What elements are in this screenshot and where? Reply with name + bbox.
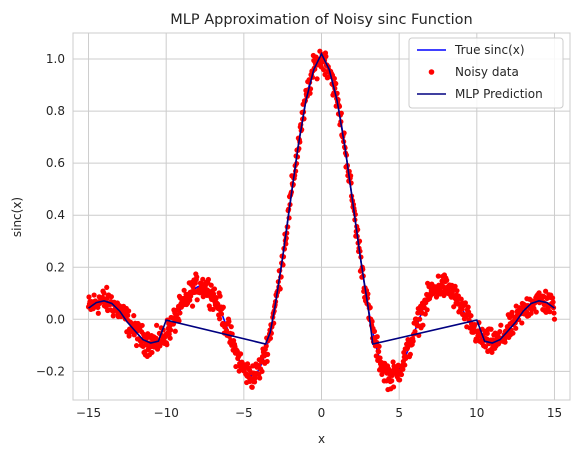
noisy-data-point [488, 327, 493, 332]
x-tick-label: 15 [547, 406, 562, 420]
noisy-data-point [377, 355, 382, 360]
noisy-data-point [513, 326, 518, 331]
noisy-data-point [510, 331, 515, 336]
noisy-data-point [498, 323, 503, 328]
noisy-data-point [391, 384, 396, 389]
noisy-data-point [425, 307, 430, 312]
noisy-data-point [265, 352, 270, 357]
noisy-data-point [131, 313, 136, 318]
noisy-data-point [519, 320, 524, 325]
noisy-data-point [168, 327, 173, 332]
noisy-data-point [86, 294, 91, 299]
noisy-data-point [238, 351, 243, 356]
noisy-data-point [190, 304, 195, 309]
noisy-data-point [420, 323, 425, 328]
x-tick-label: −10 [154, 406, 179, 420]
noisy-data-point [206, 277, 211, 282]
noisy-data-point [257, 375, 262, 380]
noisy-data-point [389, 378, 394, 383]
legend: True sinc(x) Noisy data MLP Prediction [409, 38, 563, 108]
noisy-data-point [265, 359, 270, 364]
noisy-data-point [411, 339, 416, 344]
noisy-data-point [375, 334, 380, 339]
y-tick-label: 0.8 [46, 104, 65, 118]
noisy-data-point [194, 274, 199, 279]
noisy-data-point [221, 305, 226, 310]
noisy-data-point [173, 329, 178, 334]
noisy-data-point [226, 319, 231, 324]
noisy-data-point [397, 377, 402, 382]
x-tick-label: −15 [76, 406, 101, 420]
noisy-data-point [552, 317, 557, 322]
noisy-data-point [149, 350, 154, 355]
noisy-data-point [217, 294, 222, 299]
x-tick-label: 5 [395, 406, 403, 420]
noisy-data-point [126, 308, 131, 313]
noisy-data-point [134, 343, 139, 348]
noisy-data-point [372, 329, 377, 334]
noisy-data-point [217, 316, 222, 321]
noisy-data-point [509, 310, 514, 315]
noisy-data-point [195, 297, 200, 302]
noisy-data-point [377, 344, 382, 349]
legend-noisy-swatch [429, 69, 435, 75]
noisy-data-point [468, 313, 473, 318]
noisy-data-point [376, 349, 381, 354]
noisy-data-point [444, 278, 449, 283]
noisy-data-point [314, 76, 319, 81]
noisy-data-point [502, 340, 507, 345]
y-tick-label: 0.2 [46, 260, 65, 274]
noisy-data-point [125, 313, 130, 318]
noisy-data-point [454, 288, 459, 293]
x-axis-label: x [318, 432, 325, 446]
x-tick-label: 10 [469, 406, 484, 420]
noisy-data-point [154, 323, 159, 328]
noisy-data-point [177, 310, 182, 315]
noisy-data-point [408, 352, 413, 357]
noisy-data-point [111, 313, 116, 318]
noisy-data-point [96, 311, 101, 316]
legend-true-label: True sinc(x) [454, 43, 525, 57]
y-axis-label: sinc(x) [10, 197, 24, 237]
y-tick-label: 0.4 [46, 208, 65, 222]
noisy-data-point [250, 385, 255, 390]
noisy-data-point [229, 324, 234, 329]
y-tick-label: 1.0 [46, 52, 65, 66]
y-tick-label: 0.0 [46, 312, 65, 326]
noisy-data-point [219, 311, 224, 316]
noisy-data-point [402, 362, 407, 367]
noisy-data-point [92, 292, 97, 297]
legend-mlp-label: MLP Prediction [455, 87, 543, 101]
noisy-data-point [551, 310, 556, 315]
noisy-data-point [140, 323, 145, 328]
noisy-data-point [534, 309, 539, 314]
noisy-data-point [466, 304, 471, 309]
noisy-data-point [109, 294, 114, 299]
noisy-data-point [164, 342, 169, 347]
noisy-data-point [399, 372, 404, 377]
x-tick-label: 0 [318, 406, 326, 420]
noisy-data-point [104, 285, 109, 290]
noisy-data-point [212, 286, 217, 291]
noisy-data-point [417, 317, 422, 322]
legend-noisy-label: Noisy data [455, 65, 519, 79]
noisy-data-point [550, 300, 555, 305]
y-tick-label: 0.6 [46, 156, 65, 170]
noisy-data-point [168, 336, 173, 341]
noisy-data-point [259, 369, 264, 374]
chart-title: MLP Approximation of Noisy sinc Function [170, 12, 472, 28]
x-tick-label: −5 [235, 406, 253, 420]
y-tick-label: −0.2 [36, 364, 65, 378]
noisy-data-point [497, 329, 502, 334]
